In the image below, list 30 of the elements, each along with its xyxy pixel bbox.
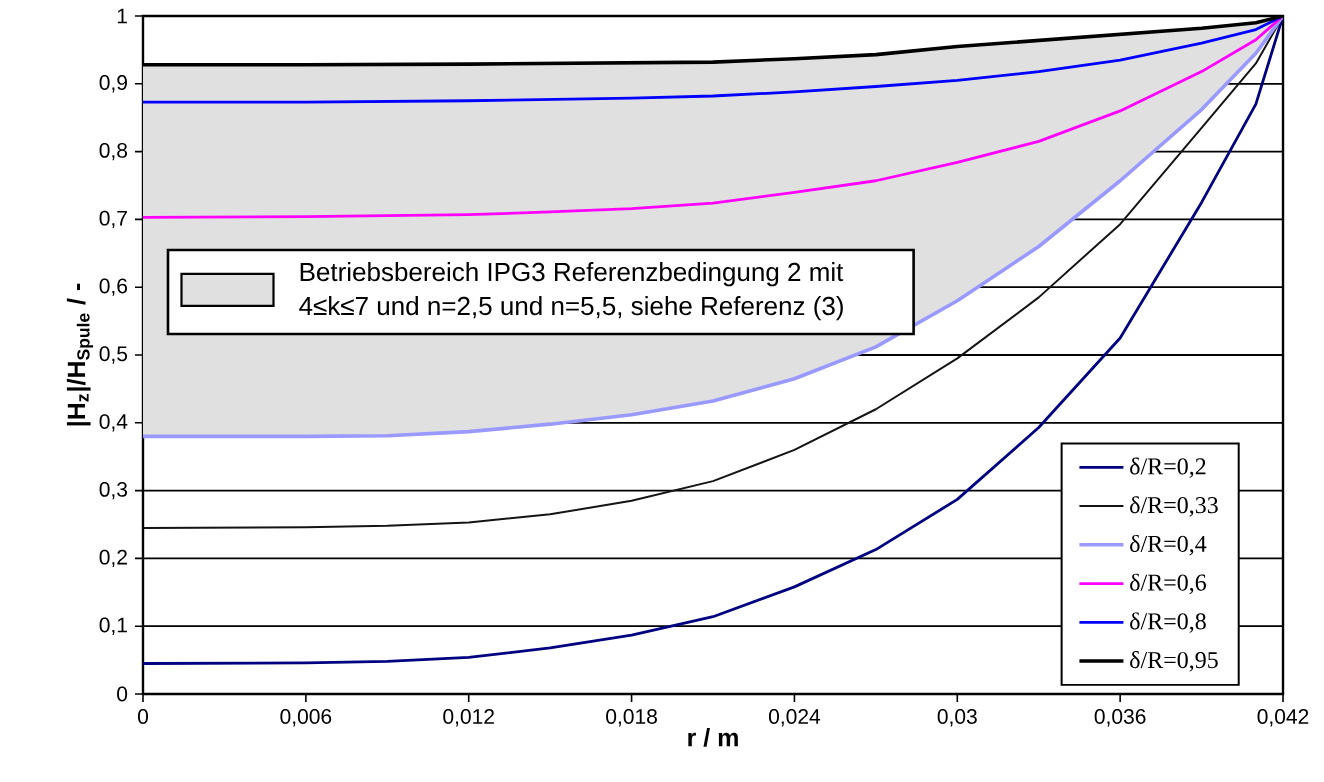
x-axis-title: r / m <box>688 728 738 747</box>
y-tick-label: 0,9 <box>99 75 127 93</box>
y-tick-label: 0 <box>117 686 128 702</box>
line-series <box>143 15 1284 104</box>
y-tick-label: 0,7 <box>99 210 127 229</box>
x-tick-label: 0,012 <box>443 709 494 727</box>
x-tick-label: 0,006 <box>280 709 332 727</box>
legend-label: δ/R=0,4 <box>1130 534 1207 556</box>
legend-label: δ/R=0,95 <box>1130 651 1218 672</box>
x-tick-label: 0,042 <box>1257 709 1309 727</box>
legend-label: δ/R=0,33 <box>1130 496 1218 517</box>
annotation: Betriebsbereich IPG3 Referenzbedingung 2 mit 4≤k≤7 und n=2,5 und n=5,5, siehe Referenz (3) <box>299 262 844 321</box>
x-tick-label: 0,036 <box>1094 709 1146 727</box>
x-tick-label: 0 <box>137 709 149 724</box>
y-tick-label: 0,1 <box>99 617 127 635</box>
line-series <box>143 15 1284 219</box>
y-axis-title: |H$_{z}$|/H$_{Spule}$ / - <box>66 283 94 426</box>
legend-label: δ/R=0,6 <box>1130 573 1206 595</box>
legend-label: δ/R=0,2 <box>1130 457 1206 478</box>
y-tick-label: 0,5 <box>99 346 128 364</box>
y-tick-label: 0,4 <box>99 414 128 432</box>
legend-label: δ/R=0,8 <box>1130 612 1206 633</box>
y-tick-label: 0,3 <box>99 481 128 500</box>
x-tick-label: 0,024 <box>768 709 821 727</box>
y-tick-label: 0,8 <box>99 142 128 161</box>
x-tick-label: 0,018 <box>606 709 657 727</box>
y-tick-label: 0,6 <box>99 278 128 296</box>
x-tick-label: 0,03 <box>937 709 977 727</box>
y-tick-label: 1 <box>117 8 127 24</box>
y-tick-label: 0,2 <box>99 549 127 568</box>
